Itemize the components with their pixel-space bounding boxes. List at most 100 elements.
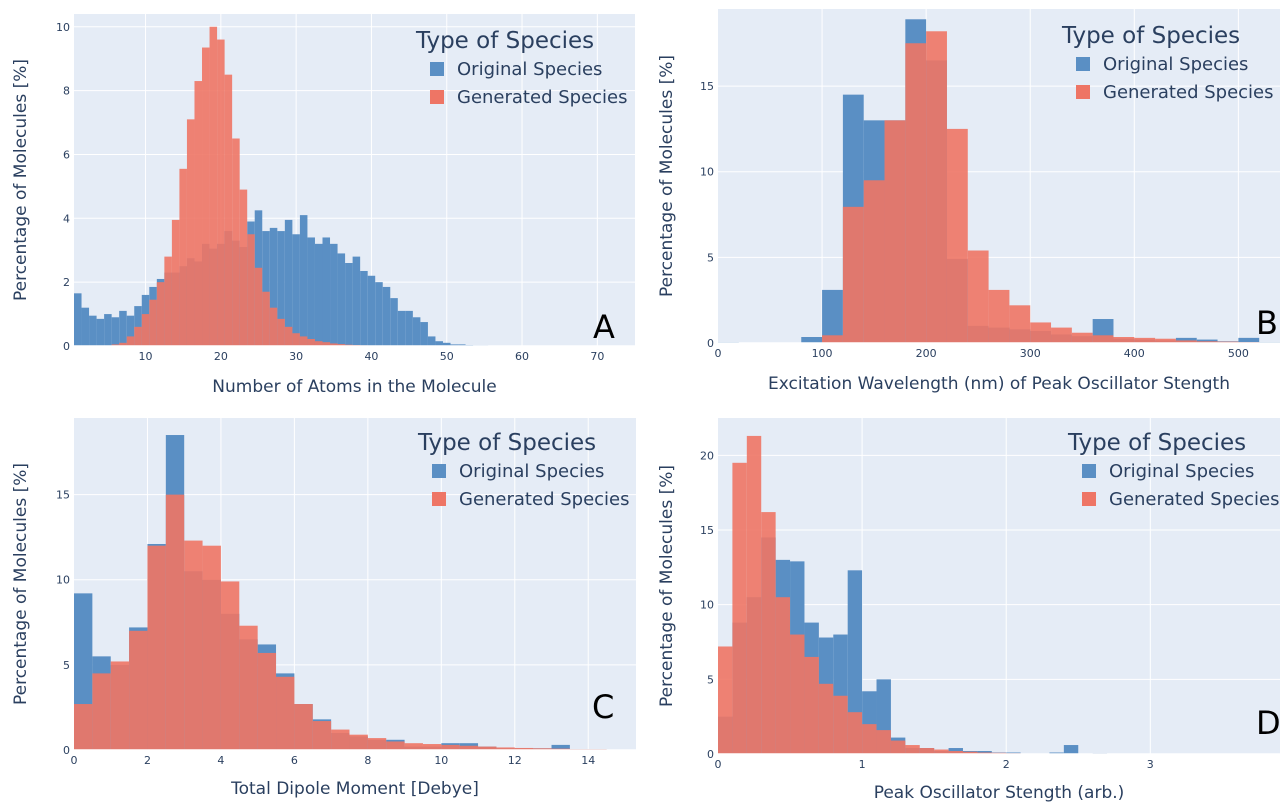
generated-bar	[1134, 337, 1156, 343]
generated-bar	[926, 31, 947, 343]
generated-bar	[890, 740, 906, 754]
legend-item-generated: Generated Species	[1109, 489, 1280, 510]
y-tick-label: 10	[700, 599, 714, 612]
generated-bar	[988, 289, 1010, 343]
generated-bar	[732, 462, 747, 754]
generated-bar	[110, 661, 130, 750]
original-bar	[330, 243, 338, 346]
x-tick-label: 0	[715, 347, 722, 360]
generated-bar	[141, 314, 150, 346]
generated-bar	[919, 748, 935, 754]
generated-bar	[322, 342, 331, 346]
x-tick-label: 4	[217, 754, 224, 767]
generated-bar	[292, 333, 300, 346]
generated-bar	[257, 652, 277, 750]
legend-title: Type of Species	[415, 28, 594, 54]
generated-bar	[247, 234, 255, 346]
bars	[718, 435, 1108, 754]
x-tick-label: 70	[590, 350, 604, 363]
original-bar	[81, 307, 90, 346]
legend-swatch-generated	[430, 90, 444, 104]
legend-item-generated: Generated Species	[457, 87, 628, 108]
legend: Type of Species Original Species Generated…	[415, 28, 628, 108]
generated-bar	[514, 747, 534, 750]
original-bar	[292, 234, 300, 346]
y-tick-label: 0	[707, 748, 714, 761]
generated-bar	[862, 724, 877, 754]
generated-bar	[129, 630, 148, 750]
bars	[718, 19, 1280, 343]
original-bar	[269, 227, 278, 346]
generated-bar	[299, 336, 308, 346]
chart-panel-a: 0 2 4 6 8 10 10 20 30 40 50 60 70 Number of Atoms in …	[11, 14, 635, 397]
generated-bar	[269, 307, 278, 346]
generated-bar	[478, 746, 497, 750]
generated-bar	[962, 751, 978, 754]
x-axis-title: Number of Atoms in the Molecule	[212, 377, 496, 397]
x-tick-label: 14	[581, 754, 595, 767]
legend-swatch-generated	[1082, 492, 1096, 506]
original-bar	[420, 322, 428, 346]
generated-bar	[217, 39, 225, 346]
generated-bar	[149, 299, 157, 346]
generated-bar	[254, 267, 263, 346]
original-bar	[450, 344, 459, 346]
bars	[74, 26, 526, 346]
legend-item-original: Original Species	[1103, 54, 1248, 75]
legend-swatch-generated	[1076, 85, 1090, 99]
generated-bar	[209, 26, 218, 346]
generated-bar	[967, 250, 989, 343]
generated-bar	[775, 597, 791, 754]
generated-bar	[496, 747, 515, 750]
y-tick-label: 15	[56, 489, 70, 502]
generated-bar	[422, 744, 442, 750]
original-bar	[89, 315, 97, 346]
generated-bar	[262, 291, 270, 346]
legend-title: Type of Species	[417, 430, 596, 456]
generated-bar	[232, 138, 240, 346]
generated-bar	[186, 119, 195, 346]
y-tick-label: 0	[63, 340, 70, 353]
generated-bar	[337, 344, 346, 346]
generated-bar	[905, 43, 927, 343]
generated-bar	[533, 748, 552, 750]
y-tick-label: 10	[56, 21, 70, 34]
original-bar	[847, 570, 863, 754]
original-bar	[352, 256, 361, 346]
legend-title: Type of Species	[1061, 23, 1240, 49]
x-tick-label: 300	[1020, 347, 1041, 360]
generated-bar	[718, 646, 733, 754]
x-tick-label: 8	[364, 754, 371, 767]
original-bar	[134, 306, 142, 346]
original-bar	[111, 317, 120, 346]
original-bar	[307, 237, 315, 346]
x-axis-title: Total Dipole Moment [Debye]	[230, 779, 479, 799]
generated-bar	[307, 338, 315, 346]
generated-bar	[1175, 340, 1197, 343]
y-tick-label: 20	[700, 449, 714, 462]
generated-bar	[1196, 341, 1218, 343]
original-bar	[314, 243, 323, 346]
y-axis-title: Percentage of Molecules [%]	[11, 463, 31, 705]
generated-bar	[948, 751, 963, 754]
generated-bar	[842, 206, 864, 343]
legend-item-original: Original Species	[459, 461, 604, 482]
y-tick-label: 5	[707, 251, 714, 264]
x-tick-label: 1	[859, 758, 866, 771]
generated-bar	[386, 741, 405, 750]
generated-bar	[1009, 305, 1031, 343]
generated-bar	[220, 581, 240, 750]
chart-panel-d: 0 5 10 15 20 0 1 2 3 Peak Oscillator Stength (arb…	[657, 418, 1280, 803]
generated-bar	[934, 749, 949, 754]
generated-bar	[224, 74, 233, 346]
x-tick-label: 20	[214, 350, 228, 363]
legend-swatch-original	[432, 464, 446, 478]
generated-bar	[804, 656, 819, 754]
y-tick-label: 2	[63, 276, 70, 289]
y-tick-label: 4	[63, 212, 70, 225]
generated-bar	[284, 326, 293, 346]
x-axis-title: Excitation Wavelength (nm) of Peak Oscil…	[768, 374, 1230, 394]
original-bar	[322, 237, 331, 346]
legend-swatch-generated	[432, 492, 446, 506]
